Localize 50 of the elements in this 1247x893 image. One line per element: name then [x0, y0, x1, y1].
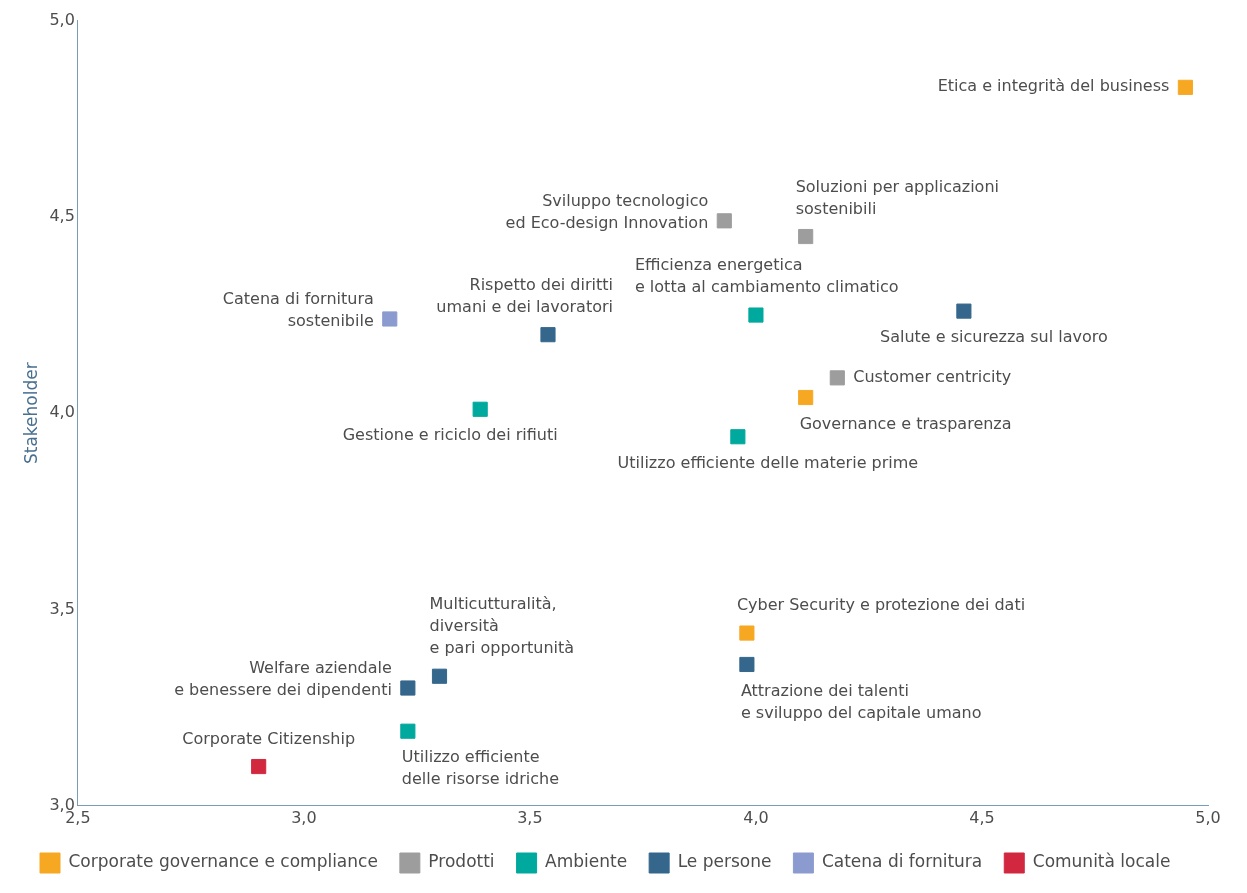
legend-label: Le persone [677, 851, 772, 872]
y-tick-label: 4,0 [49, 402, 75, 422]
point [829, 370, 845, 386]
x-tick-label: 4,5 [969, 807, 995, 827]
point [730, 429, 746, 445]
legend-label: Ambiente [545, 851, 628, 872]
annotation: Soluzioni per applicazioni sostenibili [795, 176, 999, 218]
annotation: Sviluppo tecnologico ed Eco-design Innovation [505, 190, 709, 232]
x-tick-label: 5,0 [1195, 807, 1221, 827]
annotation: Etica e integrità del business [937, 76, 1170, 96]
annotation: Rispetto dei diritti umani e dei lavoratori [436, 274, 613, 316]
x-tick-label: 3,5 [517, 807, 543, 827]
y-tick-label: 4,5 [49, 206, 75, 226]
annotation: Multicutturalità, diversità e pari opportunità [429, 594, 575, 658]
annotation: Corporate Citizenship [182, 728, 356, 748]
annotation: Welfare aziendale e benessere dei dipendenti [174, 658, 392, 700]
point [382, 311, 398, 327]
point [400, 680, 416, 696]
point [540, 327, 556, 343]
x-tick-label: 3,0 [291, 807, 317, 827]
x-tick-label: 4,0 [743, 807, 769, 827]
legend-label: Prodotti [428, 851, 495, 872]
point [798, 389, 814, 406]
y-tick-label: 5,0 [49, 9, 75, 29]
point [716, 213, 732, 229]
annotation: Governance e trasparenza [799, 413, 1012, 433]
annotation: Salute e sicurezza sul lavoro [880, 327, 1108, 347]
point [251, 758, 267, 775]
annotation: Customer centricity [853, 367, 1012, 387]
annotation: Utilizzo efficiente delle materie prime [617, 452, 919, 472]
y-tick-label: 3,5 [49, 598, 75, 618]
legend-label: Catena di fornitura [821, 851, 983, 872]
legend-label: Corporate governance e compliance [68, 851, 378, 872]
point [956, 303, 972, 319]
point [400, 723, 416, 739]
annotation: Efficienza energetica e lotta al cambiamento climatico [634, 255, 899, 297]
annotation: Cyber Security e protezione dei dati [736, 595, 1026, 615]
point [798, 228, 814, 245]
point [1177, 79, 1193, 95]
annotation: Utilizzo efficiente delle risorse idriche [401, 747, 560, 789]
legend-label: Comunità locale [1032, 851, 1171, 872]
point [748, 307, 764, 323]
point [472, 401, 488, 417]
point [431, 668, 448, 684]
point [739, 656, 755, 673]
annotation: Catena di fornitura sostenibile [222, 289, 374, 331]
y-axis-title: Stakeholder [20, 362, 41, 465]
annotation: Attrazione dei talenti e sviluppo del capitale umano [740, 680, 982, 722]
annotation: Gestione e riciclo dei rifiuti [342, 425, 558, 445]
point [739, 625, 755, 641]
